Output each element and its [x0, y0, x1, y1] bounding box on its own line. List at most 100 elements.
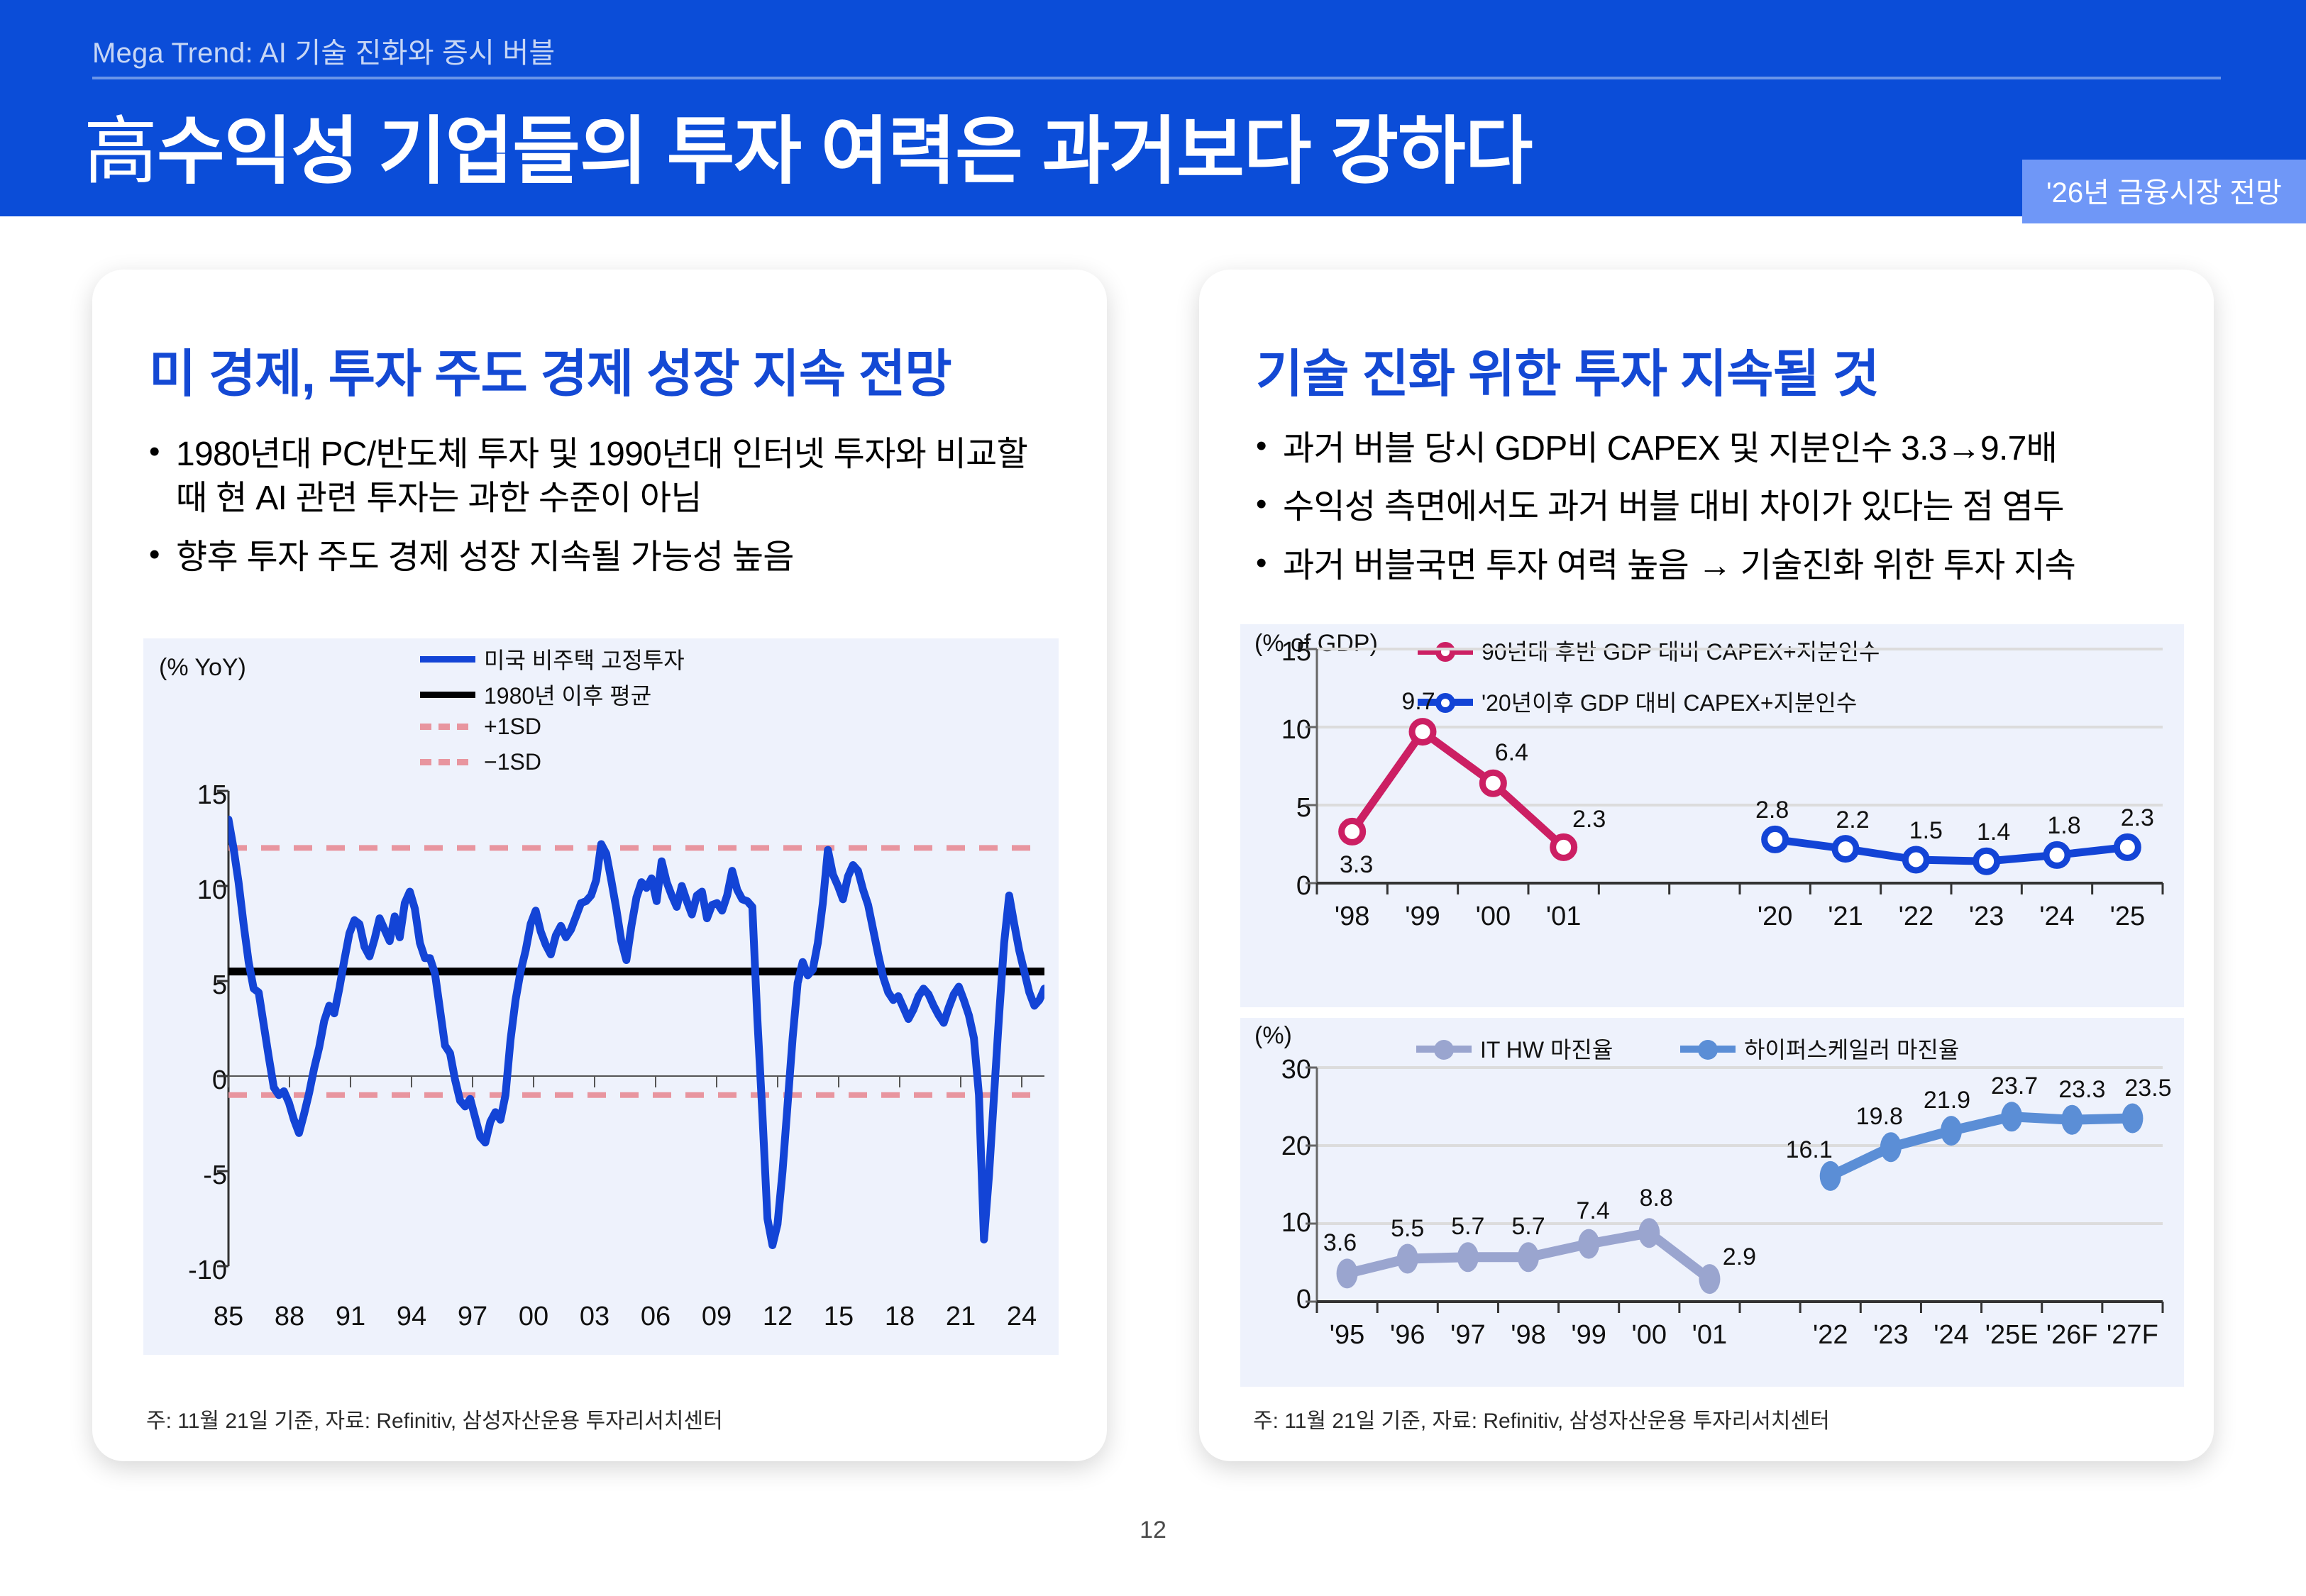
chart-gdp-capex-equity-acquisition: (% of GDP) 90년대 후반 GDP 대비 CAPEX+지분인수 '20…: [1240, 624, 2184, 1007]
title-hanja: 高: [84, 108, 158, 194]
chart-br-ylabel: (%): [1254, 1022, 1292, 1049]
right-card: 기술 진화 위한 투자 지속될 것 과거 버블 당시 GDP비 CAPEX 및 …: [1199, 270, 2214, 1461]
data-label: 8.8: [1639, 1185, 1673, 1212]
x-tick-label: 03: [579, 1302, 610, 1331]
data-label: 5.7: [1511, 1213, 1545, 1241]
x-tick-label: '25: [2109, 902, 2146, 931]
y-tick-label: 30: [1281, 1055, 1311, 1085]
right-card-title: 기술 진화 위한 투자 지속될 것: [1256, 346, 1880, 403]
data-label: 23.5: [2124, 1074, 2172, 1102]
x-tick-label: '24: [1933, 1320, 1969, 1350]
legend-label: 하이퍼스케일러 마진율: [1744, 1037, 1960, 1063]
y-tick-label: 5: [211, 970, 227, 1000]
legend-item-it-hw: IT HW 마진율: [1416, 1032, 1613, 1065]
chart-br-canvas: [1306, 1066, 2164, 1313]
left-source-note: 주: 11월 21일 기준, 자료: Refinitiv, 삼성자산운용 투자리…: [146, 1409, 723, 1433]
x-tick-label: '20: [1757, 902, 1793, 931]
x-tick-label: '99: [1405, 902, 1440, 931]
y-tick-label: 15: [197, 780, 227, 810]
x-tick-label: 09: [701, 1302, 732, 1331]
legend-label: 1980년 이후 평균: [484, 683, 652, 709]
list-item: 과거 버블 당시 GDP비 CAPEX 및 지분인수 3.3→9.7배: [1250, 426, 2173, 471]
x-tick-label: '23: [1968, 902, 2004, 931]
legend-label: 미국 비주택 고정투자: [484, 648, 685, 673]
x-tick-label: '98: [1334, 902, 1370, 931]
x-tick-label: 18: [884, 1302, 915, 1331]
chart-left-canvas: [217, 789, 1044, 1268]
data-label: 1.4: [1977, 819, 2011, 846]
x-tick-label: 12: [762, 1302, 793, 1331]
y-tick-label: -10: [188, 1256, 227, 1285]
list-item: 향후 투자 주도 경제 성장 지속될 가능성 높음: [143, 534, 1066, 580]
x-tick-label: '00: [1475, 902, 1511, 931]
chart-us-nonres-fixed-investment: (% YoY) 미국 비주택 고정투자 1980년 이후 평균 +1SD −1S…: [143, 638, 1059, 1355]
data-label: 23.3: [2058, 1075, 2106, 1103]
legend-marker-filled-circle-icon: [1680, 1040, 1736, 1060]
data-label: 21.9: [1923, 1087, 1971, 1114]
legend-item-2020s: '20년이후 GDP 대비 CAPEX+지분인수: [1418, 685, 1857, 718]
x-tick-label: 97: [457, 1302, 488, 1331]
legend-item-90s: 90년대 후반 GDP 대비 CAPEX+지분인수: [1418, 634, 1880, 667]
data-label: 6.4: [1494, 739, 1528, 767]
legend-swatch-line-icon: [420, 655, 475, 663]
data-label: 2.2: [1836, 806, 1870, 833]
data-label: 2.3: [2120, 804, 2154, 832]
chart-tr-canvas: [1306, 648, 2164, 894]
data-label: 2.3: [1572, 806, 1606, 833]
data-label: 5.5: [1391, 1214, 1425, 1242]
x-tick-label: 91: [335, 1302, 366, 1331]
x-tick-label: '22: [1898, 902, 1934, 931]
y-tick-label: 0: [1296, 871, 1311, 901]
list-item: 과거 버블국면 투자 여력 높음 → 기술진화 위한 투자 지속: [1250, 543, 2173, 588]
legend-item-hyperscaler: 하이퍼스케일러 마진율: [1680, 1032, 1959, 1065]
chart-left-ylabel: (% YoY): [159, 654, 246, 681]
y-tick-label: 5: [1296, 793, 1311, 823]
list-item: 수익성 측면에서도 과거 버블 대비 차이가 있다는 점 염두: [1250, 484, 2173, 529]
data-label: 5.7: [1451, 1213, 1485, 1241]
data-label: 7.4: [1576, 1197, 1610, 1224]
x-tick-label: '27F: [2107, 1320, 2158, 1350]
data-label: 3.3: [1340, 851, 1374, 879]
legend-item-average: 1980년 이후 평균: [420, 678, 651, 711]
x-tick-label: 21: [945, 1302, 976, 1331]
legend-label: '20년이후 GDP 대비 CAPEX+지분인수: [1482, 690, 1858, 716]
legend-item-minus1sd: −1SD: [420, 749, 541, 775]
data-label: 1.5: [1909, 817, 1943, 844]
data-label: 9.7: [1401, 687, 1435, 715]
legend-swatch-dashed-icon: [420, 724, 475, 730]
slide-header: Mega Trend: AI 기술 진화와 증시 버블 高수익성 기업들의 투자…: [0, 0, 2306, 223]
data-label: 2.8: [1755, 797, 1789, 824]
right-card-bullets: 과거 버블 당시 GDP비 CAPEX 및 지분인수 3.3→9.7배 수익성 …: [1250, 426, 2173, 602]
data-label: 1.8: [2047, 812, 2081, 840]
legend-marker-filled-circle-icon: [1416, 1040, 1472, 1060]
y-tick-label: 10: [1281, 715, 1311, 745]
title-rest: 수익성 기업들의 투자 여력은 과거보다 강하다: [157, 111, 1533, 193]
data-label: 23.7: [1991, 1073, 2039, 1100]
data-label: 3.6: [1323, 1229, 1357, 1257]
data-label: 2.9: [1722, 1243, 1757, 1271]
header-divider: [92, 77, 2221, 79]
x-tick-label: '26F: [2046, 1320, 2098, 1350]
x-tick-label: '01: [1545, 902, 1582, 931]
legend-swatch-line-icon: [420, 691, 475, 698]
legend-marker-open-circle-icon: [1418, 642, 1473, 662]
x-tick-label: 88: [274, 1302, 305, 1331]
legend-label: 90년대 후반 GDP 대비 CAPEX+지분인수: [1482, 639, 1880, 665]
page-title: 高수익성 기업들의 투자 여력은 과거보다 강하다: [84, 91, 1533, 198]
x-tick-label: '98: [1511, 1320, 1546, 1350]
legend-item-series: 미국 비주택 고정투자: [420, 643, 685, 675]
legend-label: IT HW 마진율: [1480, 1037, 1613, 1063]
data-label: 19.8: [1855, 1103, 1903, 1131]
list-item: 1980년대 PC/반도체 투자 및 1990년대 인터넷 투자와 비교할 때 …: [143, 431, 1066, 521]
y-tick-label: 0: [211, 1065, 227, 1095]
x-tick-label: '23: [1873, 1320, 1909, 1350]
x-tick-label: '95: [1329, 1320, 1365, 1350]
x-tick-label: '21: [1828, 902, 1863, 931]
data-label: 16.1: [1785, 1136, 1833, 1163]
x-tick-label: '24: [2039, 902, 2075, 931]
left-card-bullets: 1980년대 PC/반도체 투자 및 1990년대 인터넷 투자와 비교할 때 …: [143, 431, 1066, 594]
header-eyebrow: Mega Trend: AI 기술 진화와 증시 버블: [92, 38, 556, 69]
x-tick-label: 85: [213, 1302, 244, 1331]
y-tick-label: 10: [197, 875, 227, 905]
